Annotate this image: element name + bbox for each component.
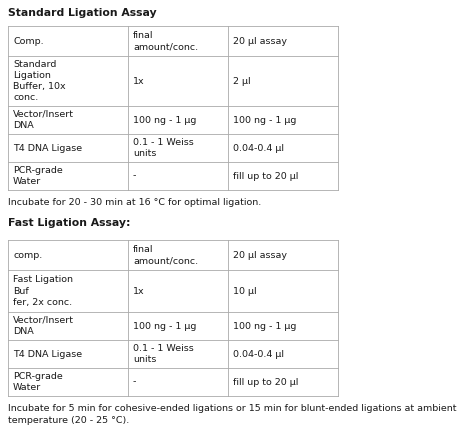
Text: Fast Ligation
Buf
fer, 2x conc.: Fast Ligation Buf fer, 2x conc. xyxy=(13,275,73,307)
Text: -: - xyxy=(133,377,136,386)
Text: Comp.: Comp. xyxy=(13,36,43,45)
Text: PCR-grade
Water: PCR-grade Water xyxy=(13,166,63,186)
Text: 100 ng - 1 µg: 100 ng - 1 µg xyxy=(233,321,297,330)
Text: Standard
Ligation
Buffer, 10x
conc.: Standard Ligation Buffer, 10x conc. xyxy=(13,60,66,102)
Text: T4 DNA Ligase: T4 DNA Ligase xyxy=(13,349,82,358)
Text: 1x: 1x xyxy=(133,286,145,296)
Text: 100 ng - 1 µg: 100 ng - 1 µg xyxy=(133,321,196,330)
Text: -: - xyxy=(133,171,136,181)
Text: 20 µl assay: 20 µl assay xyxy=(233,250,287,259)
Text: PCR-grade
Water: PCR-grade Water xyxy=(13,372,63,392)
Text: 0.04-0.4 µl: 0.04-0.4 µl xyxy=(233,143,284,152)
Text: Vector/Insert
DNA: Vector/Insert DNA xyxy=(13,110,74,130)
Text: 100 ng - 1 µg: 100 ng - 1 µg xyxy=(233,115,297,124)
Text: 10 µl: 10 µl xyxy=(233,286,256,296)
Text: fill up to 20 µl: fill up to 20 µl xyxy=(233,377,298,386)
Text: 0.1 - 1 Weiss
units: 0.1 - 1 Weiss units xyxy=(133,138,194,158)
Text: final
amount/conc.: final amount/conc. xyxy=(133,245,198,265)
Text: comp.: comp. xyxy=(13,250,42,259)
Text: 1x: 1x xyxy=(133,76,145,86)
Text: Incubate for 20 - 30 min at 16 °C for optimal ligation.: Incubate for 20 - 30 min at 16 °C for op… xyxy=(8,198,261,207)
Text: 0.1 - 1 Weiss
units: 0.1 - 1 Weiss units xyxy=(133,344,194,364)
Text: Vector/Insert
DNA: Vector/Insert DNA xyxy=(13,316,74,336)
Text: fill up to 20 µl: fill up to 20 µl xyxy=(233,171,298,181)
Text: 100 ng - 1 µg: 100 ng - 1 µg xyxy=(133,115,196,124)
Text: 0.04-0.4 µl: 0.04-0.4 µl xyxy=(233,349,284,358)
Text: Incubate for 5 min for cohesive-ended ligations or 15 min for blunt-ended ligati: Incubate for 5 min for cohesive-ended li… xyxy=(8,404,456,425)
Text: 20 µl assay: 20 µl assay xyxy=(233,36,287,45)
Text: T4 DNA Ligase: T4 DNA Ligase xyxy=(13,143,82,152)
Text: Standard Ligation Assay: Standard Ligation Assay xyxy=(8,8,157,18)
Text: 2 µl: 2 µl xyxy=(233,76,250,86)
Text: Fast Ligation Assay:: Fast Ligation Assay: xyxy=(8,218,130,228)
Text: final
amount/conc.: final amount/conc. xyxy=(133,31,198,51)
